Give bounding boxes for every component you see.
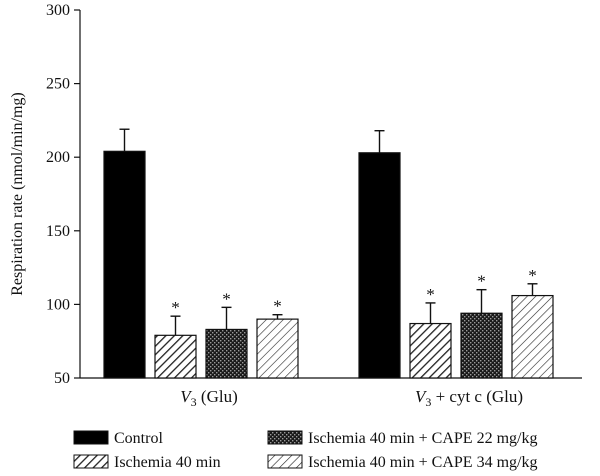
bar [460, 312, 503, 379]
y-tick-label: 300 [46, 2, 70, 19]
bar [103, 150, 146, 379]
group-label-rest: (Glu) [197, 387, 238, 406]
legend: Control Ischemia 40 min Ischemia 40 min + … [73, 430, 537, 471]
y-tick-label: 150 [46, 223, 70, 240]
legend-label: Control [114, 430, 163, 447]
significance-marker: * [528, 266, 537, 285]
y-axis-ticks: 50 100 150 200 250 300 [46, 2, 80, 387]
y-axis-label: Respiration rate (nmol/min/mg) [9, 92, 26, 296]
legend-swatch [73, 454, 109, 469]
bar [205, 328, 248, 379]
significance-marker: * [273, 297, 282, 316]
y-tick-label: 100 [46, 296, 70, 313]
group-label-rest: + cyt c (Glu) [431, 387, 523, 406]
significance-marker: * [426, 285, 435, 304]
significance-marker: * [477, 272, 486, 291]
group-label-sub: 3 [191, 395, 197, 409]
bar [511, 294, 554, 379]
bars: * * * * * * [103, 128, 554, 379]
group-label: V3 (Glu) [180, 387, 237, 409]
legend-label: Ischemia 40 min [114, 454, 221, 471]
bar [154, 334, 197, 379]
bar [358, 152, 401, 379]
group-label-sub: 3 [425, 395, 431, 409]
y-tick-label: 200 [46, 149, 70, 166]
group-label-main: V [415, 387, 428, 406]
legend-swatch [267, 430, 303, 445]
group-label: V3 + cyt c (Glu) [415, 387, 523, 409]
legend-label: Ischemia 40 min + CAPE 34 mg/kg [308, 454, 537, 471]
bar [256, 318, 299, 379]
legend-swatch [73, 430, 109, 445]
legend-swatch [267, 454, 303, 469]
group-label-main: V [180, 387, 193, 406]
group-labels: V3 (Glu) V3 + cyt c (Glu) [180, 387, 523, 409]
bar [409, 322, 452, 379]
significance-marker: * [171, 298, 180, 317]
legend-label: Ischemia 40 min + CAPE 22 mg/kg [308, 430, 537, 447]
y-tick-label: 250 [46, 76, 70, 93]
y-tick-label: 50 [54, 370, 70, 387]
significance-marker: * [222, 289, 231, 308]
